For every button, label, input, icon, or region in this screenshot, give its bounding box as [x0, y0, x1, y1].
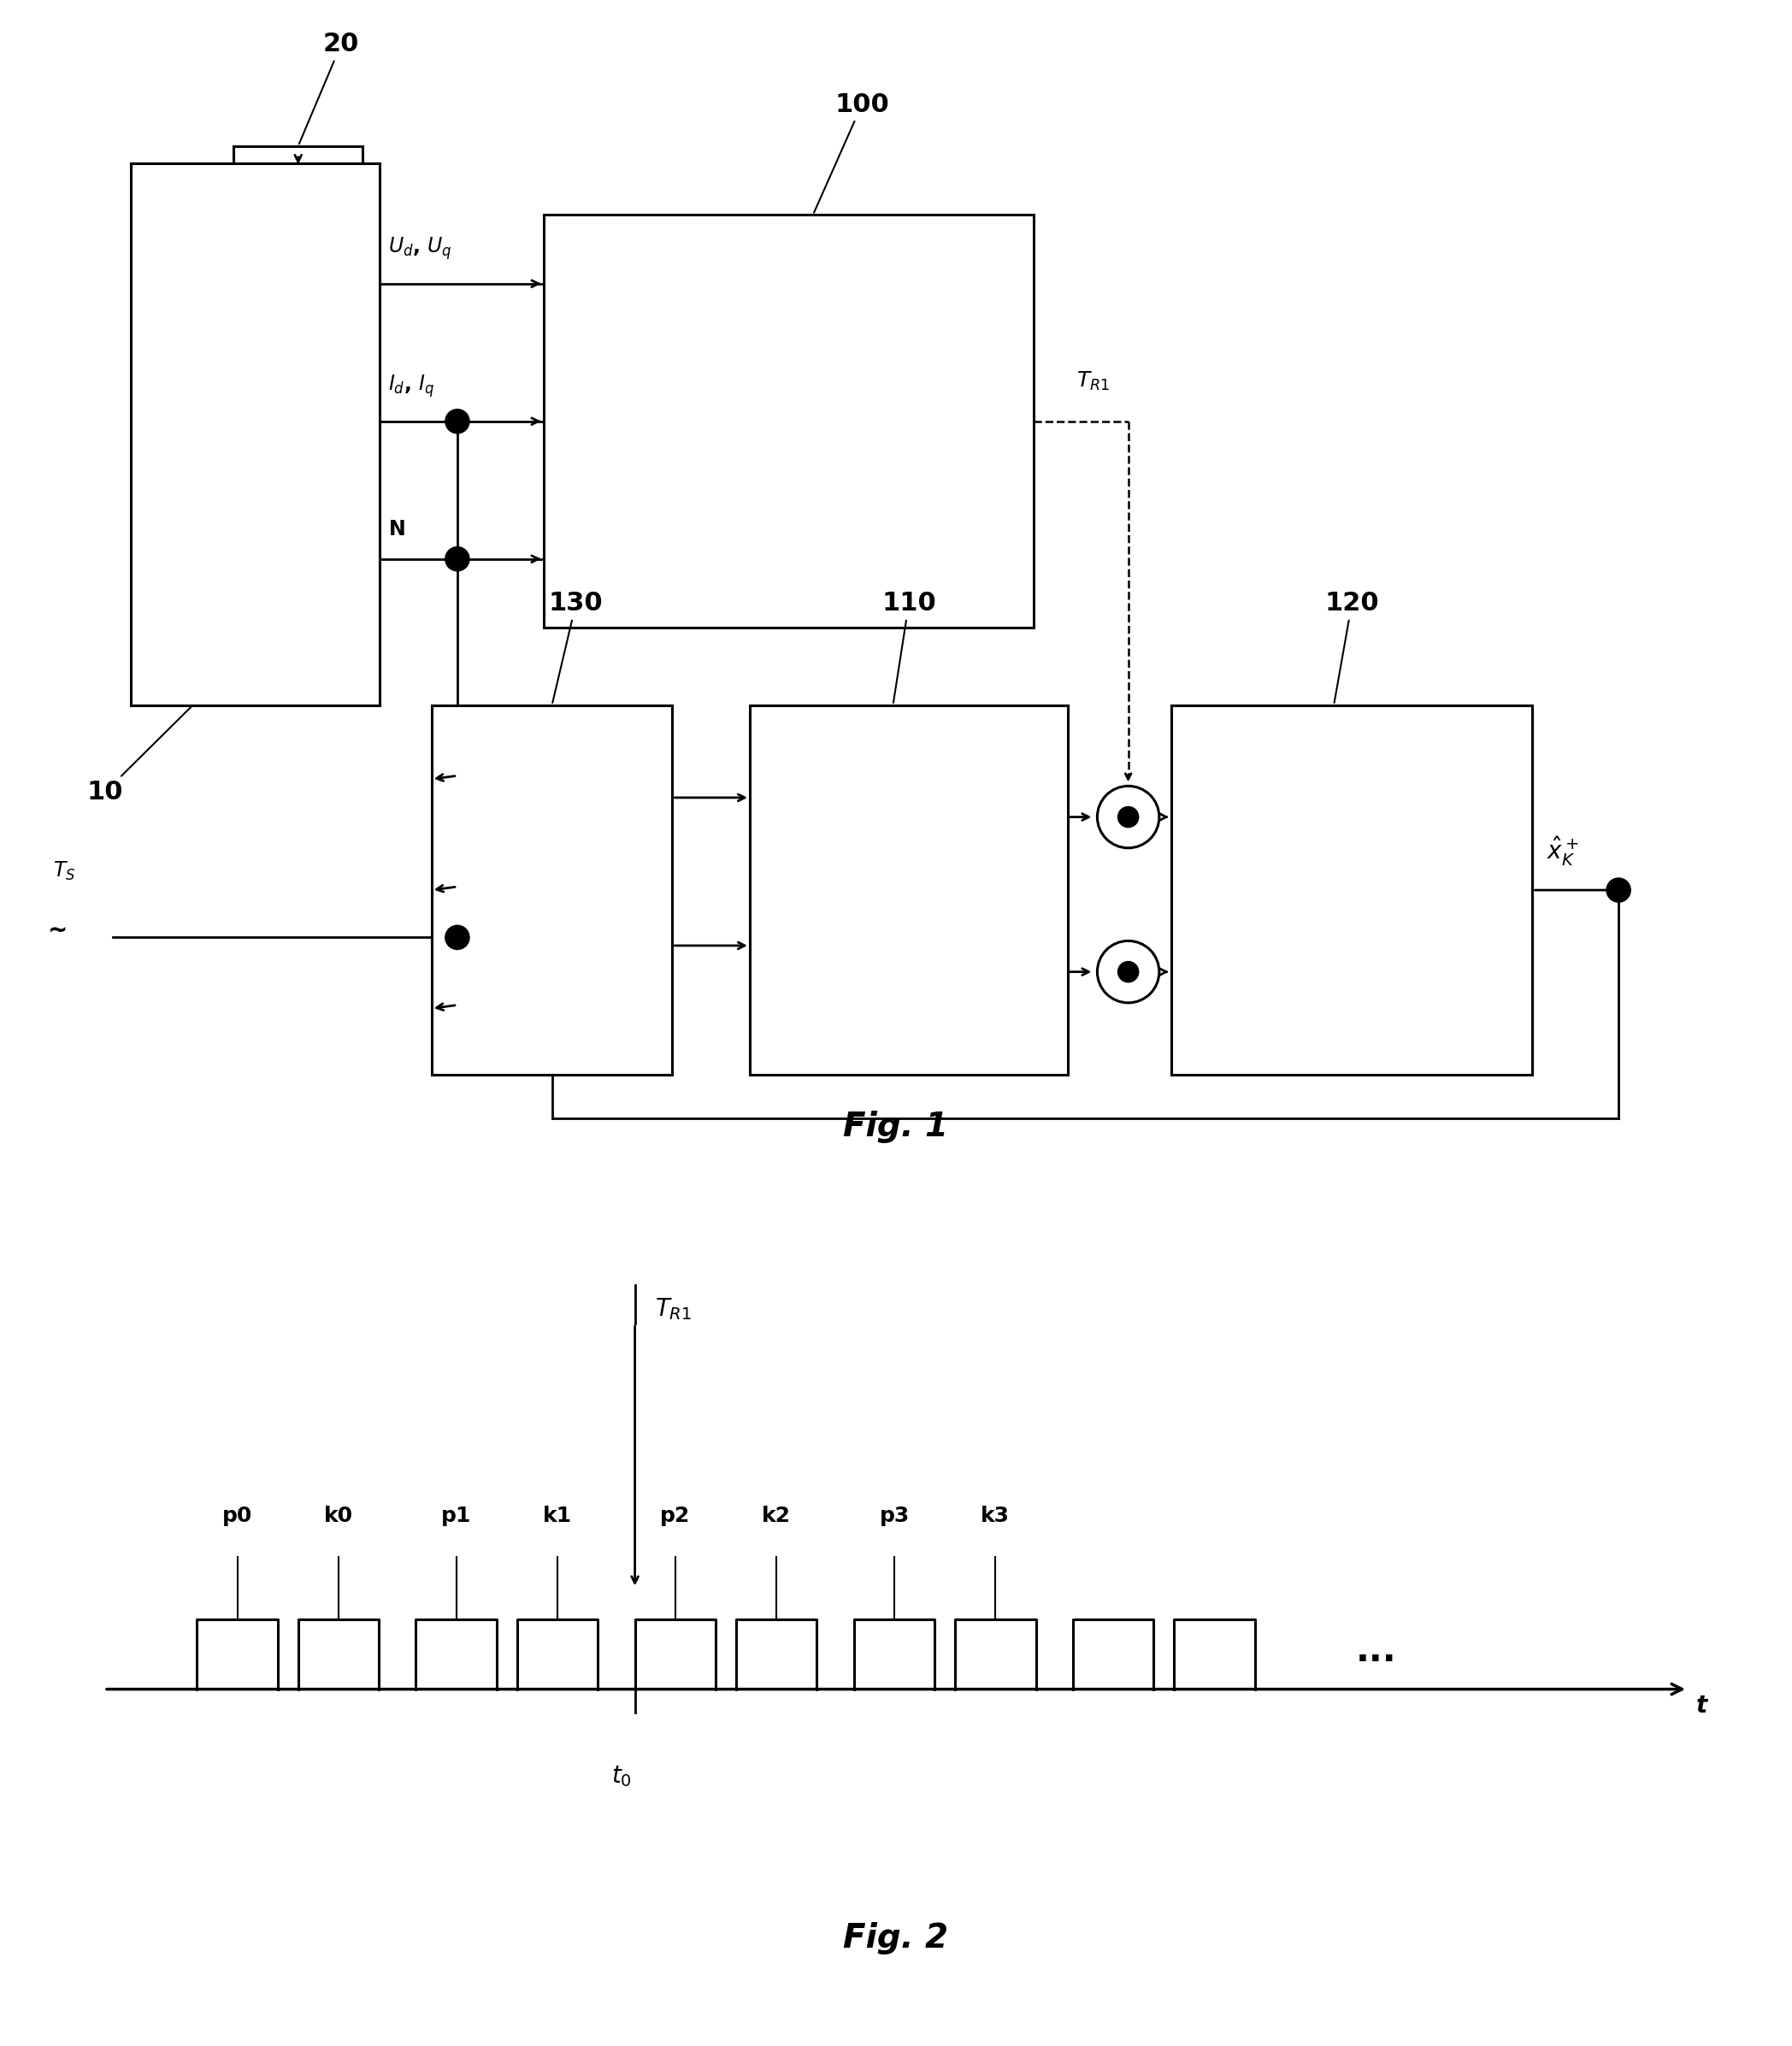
Text: ...: ... — [1357, 1633, 1396, 1670]
Text: p0: p0 — [222, 1506, 253, 1526]
Text: 100: 100 — [814, 92, 889, 213]
Text: 120: 120 — [1324, 591, 1380, 704]
Text: 110: 110 — [882, 591, 935, 704]
Bar — [543, 215, 1034, 628]
Text: N: N — [389, 518, 405, 540]
Text: k0: k0 — [324, 1506, 353, 1526]
Circle shape — [444, 925, 470, 949]
Bar — [131, 164, 380, 706]
Circle shape — [1118, 806, 1138, 827]
Text: k2: k2 — [762, 1506, 790, 1526]
Text: $U_d$, $U_q$: $U_d$, $U_q$ — [389, 235, 453, 262]
Text: p1: p1 — [441, 1506, 471, 1526]
Circle shape — [1606, 878, 1631, 902]
Text: 10: 10 — [86, 706, 192, 804]
Text: p3: p3 — [880, 1506, 909, 1526]
Circle shape — [444, 546, 470, 571]
Text: $T_S$: $T_S$ — [54, 859, 75, 882]
Bar — [233, 145, 362, 241]
Circle shape — [1118, 962, 1138, 982]
Text: 20: 20 — [299, 33, 360, 143]
Text: $T_{R1}$: $T_{R1}$ — [656, 1297, 692, 1322]
Text: t: t — [1695, 1694, 1708, 1719]
Bar — [432, 706, 672, 1074]
Text: $\hat{x}_K^+$: $\hat{x}_K^+$ — [1546, 835, 1579, 868]
Text: p2: p2 — [659, 1506, 690, 1526]
Text: k1: k1 — [543, 1506, 572, 1526]
Circle shape — [444, 409, 470, 434]
Text: $I_d$, $I_q$: $I_d$, $I_q$ — [389, 372, 435, 399]
Text: 130: 130 — [548, 591, 604, 704]
Text: Fig. 1: Fig. 1 — [844, 1111, 948, 1144]
Bar — [749, 706, 1068, 1074]
Text: $t_0$: $t_0$ — [611, 1764, 631, 1788]
Text: Fig. 2: Fig. 2 — [844, 1921, 948, 1954]
Bar — [1172, 706, 1532, 1074]
Text: k3: k3 — [980, 1506, 1011, 1526]
Text: $T_{R1}$: $T_{R1}$ — [1077, 370, 1109, 393]
Text: ~: ~ — [48, 919, 68, 943]
